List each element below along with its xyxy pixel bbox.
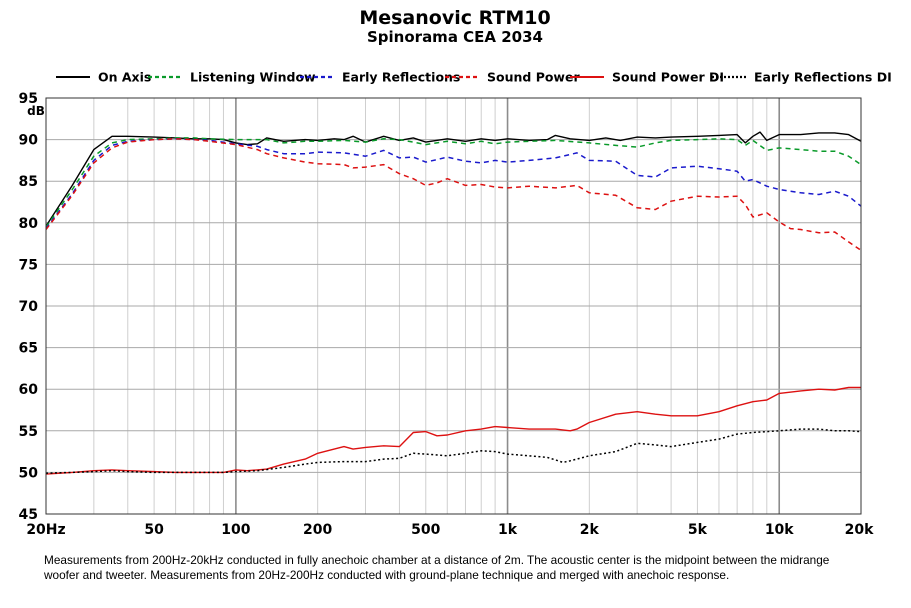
plot-frame — [45, 97, 862, 515]
chart-subtitle: Spinorama CEA 2034 — [367, 28, 543, 46]
series-line-listening-window — [45, 137, 862, 228]
x-tick-label: 500 — [411, 522, 440, 538]
legend-label: Sound Power DI — [612, 70, 724, 85]
legend-label: Early Reflections — [342, 70, 460, 85]
x-tick-labels: 20Hz 50 100 200 500 1k 2k 5k 10k 20k — [26, 522, 874, 538]
x-tick-label: 2k — [580, 522, 600, 538]
x-tick-label: 200 — [303, 522, 332, 538]
x-tick-label: 20k — [845, 522, 874, 538]
y-tick-label: 85 — [19, 174, 38, 190]
y-tick-labels: 45 50 55 60 65 70 75 80 85 90 95 — [19, 91, 39, 523]
grid — [45, 97, 862, 515]
x-tick-label: 1k — [498, 522, 518, 538]
footnote-line-2: woofer and tweeter. Measurements from 20… — [44, 568, 730, 582]
x-tick-label: 10k — [765, 522, 794, 538]
chart-title: Mesanovic RTM10 — [359, 7, 550, 29]
footnote-line-1: Measurements from 200Hz-20kHz conducted … — [44, 553, 830, 567]
x-tick-label: 5k — [688, 522, 708, 538]
legend-item: Sound Power DI — [570, 70, 724, 85]
y-tick-label: 65 — [19, 341, 38, 357]
y-tick-label: 45 — [19, 507, 38, 523]
plot-series — [45, 131, 862, 475]
x-tick-label: 20Hz — [26, 522, 65, 538]
footnote: Measurements from 200Hz-20kHz conducted … — [44, 553, 904, 583]
legend-item: Sound Power — [445, 70, 580, 85]
y-tick-label: 50 — [19, 465, 39, 481]
legend-item: On Axis — [56, 70, 151, 85]
y-tick-label: 95 — [19, 91, 38, 107]
legend-label: Sound Power — [487, 70, 580, 85]
spinorama-chart: Mesanovic RTM10 Spinorama CEA 2034 On Ax… — [19, 7, 892, 538]
legend-item: Early Reflections DI — [712, 70, 892, 85]
legend-label: Listening Window — [190, 70, 316, 85]
x-tick-label: 50 — [144, 522, 164, 538]
y-tick-label: 75 — [19, 257, 38, 273]
series-line-on-axis — [45, 131, 862, 227]
y-tick-label: 70 — [19, 299, 39, 315]
y-axis-label: dB — [27, 104, 45, 118]
y-tick-label: 90 — [19, 133, 39, 149]
y-tick-label: 60 — [19, 382, 39, 398]
legend-item: Early Reflections — [300, 70, 460, 85]
series-line-early-reflections — [45, 138, 862, 230]
x-tick-label: 100 — [221, 522, 250, 538]
legend-label: On Axis — [98, 70, 151, 85]
y-tick-label: 80 — [19, 216, 39, 232]
y-tick-label: 55 — [19, 424, 38, 440]
series-line-sound-power — [45, 138, 862, 251]
legend-item: Listening Window — [148, 70, 316, 85]
legend: On Axis Listening Window Early Reflections… — [56, 70, 892, 85]
legend-label: Early Reflections DI — [754, 70, 892, 85]
series-line-early-reflections-di — [45, 428, 862, 474]
